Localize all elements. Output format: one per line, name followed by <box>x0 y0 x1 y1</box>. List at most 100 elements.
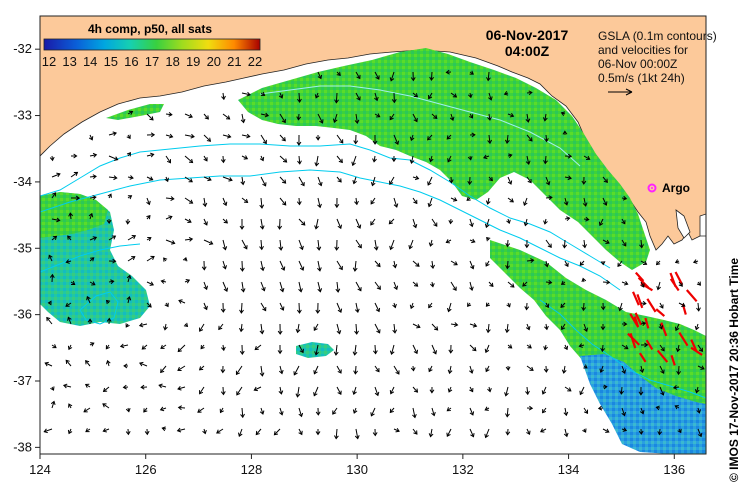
velocity-arrow <box>391 155 397 163</box>
velocity-arrow <box>412 428 418 435</box>
velocity-arrow <box>127 234 137 241</box>
velocity-arrow <box>412 323 421 329</box>
velocity-arrow <box>65 302 72 307</box>
velocity-arrow <box>259 155 265 162</box>
velocity-arrow <box>222 281 229 293</box>
velocity-arrow <box>355 71 361 80</box>
velocity-arrow <box>46 316 53 325</box>
velocity-arrow <box>127 256 136 262</box>
velocity-arrow <box>696 407 701 414</box>
velocity-arrow <box>279 260 286 271</box>
velocity-arrow <box>543 155 548 165</box>
velocity-arrow <box>239 323 244 333</box>
velocity-arrow <box>218 323 224 331</box>
velocity-arrow <box>315 407 321 416</box>
velocity-arrow <box>582 428 587 433</box>
velocity-arrow <box>621 321 628 327</box>
velocity-arrow <box>507 344 513 349</box>
velocity-arrow <box>428 302 433 309</box>
velocity-arrow <box>199 323 205 332</box>
velocity-arrow <box>621 195 628 201</box>
velocity-arrow <box>561 323 566 331</box>
velocity-arrow <box>184 113 193 119</box>
velocity-arrow <box>105 299 111 305</box>
velocity-arrow <box>273 428 281 436</box>
velocity-arrow <box>697 428 703 438</box>
spencer-gulf <box>675 209 691 239</box>
velocity-arrow <box>446 407 452 412</box>
velocity-arrow <box>315 428 321 436</box>
lon-tick-label: 132 <box>452 462 474 477</box>
velocity-arrow <box>372 134 378 145</box>
velocity-arrow <box>504 323 510 334</box>
argo-vector <box>627 332 640 346</box>
velocity-arrow <box>619 386 624 395</box>
velocity-arrow <box>126 274 132 283</box>
velocity-arrow <box>108 279 115 285</box>
velocity-arrow <box>278 239 284 251</box>
velocity-arrow <box>352 176 357 185</box>
velocity-arrow <box>178 299 186 304</box>
velocity-arrow <box>165 155 171 164</box>
velocity-arrow <box>582 197 588 207</box>
velocity-arrow <box>68 212 74 220</box>
velocity-arrow <box>89 236 98 241</box>
velocity-arrow <box>203 155 208 162</box>
velocity-arrow <box>564 216 571 222</box>
velocity-arrow <box>410 71 416 82</box>
velocity-arrow <box>161 426 167 432</box>
velocity-arrow <box>333 428 339 440</box>
velocity-arrow <box>466 196 471 201</box>
velocity-arrow <box>484 218 490 229</box>
velocity-arrow <box>640 281 645 288</box>
velocity-arrow <box>83 407 91 413</box>
velocity-arrow <box>279 134 286 142</box>
velocity-arrow <box>354 197 359 206</box>
gulf-st-vincent <box>699 213 706 237</box>
colorbar-label: 12 <box>42 54 56 69</box>
velocity-arrow <box>525 155 531 165</box>
velocity-arrow <box>220 155 226 164</box>
velocity-arrow <box>600 260 606 266</box>
velocity-arrow <box>160 365 167 374</box>
velocity-arrow <box>621 218 626 225</box>
velocity-arrow <box>197 407 205 413</box>
velocity-arrow <box>240 176 246 186</box>
velocity-arrow <box>260 91 266 96</box>
velocity-arrow <box>469 386 474 393</box>
velocity-arrow <box>260 176 267 187</box>
velocity-arrow <box>412 344 419 355</box>
velocity-arrow <box>524 302 530 311</box>
velocity-arrow <box>355 281 362 292</box>
velocity-arrow <box>674 405 680 410</box>
velocity-arrow <box>428 92 433 100</box>
velocity-arrow <box>199 386 205 395</box>
velocity-arrow <box>428 239 434 247</box>
velocity-arrow <box>163 323 168 331</box>
velocity-arrow <box>374 92 379 102</box>
argo-vector <box>629 313 640 328</box>
velocity-arrow <box>259 239 264 251</box>
velocity-arrow <box>336 155 343 164</box>
velocity-arrow <box>485 365 490 373</box>
gsla-contour-2 <box>40 169 621 291</box>
colorbar-label: 14 <box>83 54 97 69</box>
velocity-arrow <box>70 195 81 201</box>
velocity-arrow <box>579 260 585 266</box>
velocity-arrow <box>317 113 324 124</box>
velocity-arrow <box>545 176 551 186</box>
velocity-arrow <box>351 155 357 167</box>
velocity-arrow <box>184 155 194 164</box>
gsla-contour-1 <box>40 143 611 269</box>
velocity-arrow <box>140 384 148 390</box>
velocity-arrow <box>561 365 567 374</box>
velocity-arrow <box>89 152 98 158</box>
lat-tick-label: -33 <box>13 108 32 123</box>
velocity-arrow <box>200 344 205 350</box>
velocity-arrow <box>336 218 343 230</box>
velocity-arrow <box>139 361 148 367</box>
velocity-arrow <box>372 428 378 437</box>
velocity-arrow <box>526 176 532 184</box>
velocity-arrow <box>201 260 207 271</box>
velocity-arrow <box>469 132 476 138</box>
